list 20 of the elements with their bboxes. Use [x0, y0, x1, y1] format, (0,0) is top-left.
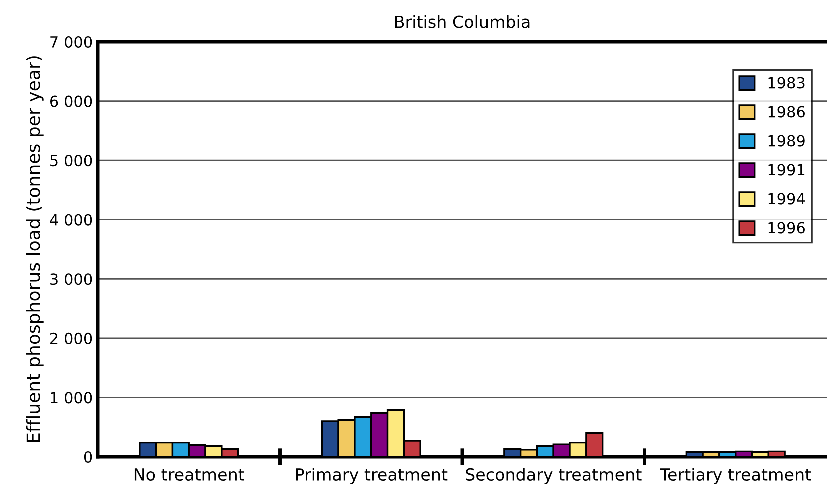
y-tick-label: 4 000	[50, 214, 92, 226]
x-tick-label: Primary treatment	[296, 468, 448, 484]
y-tick-label: 1 000	[51, 392, 92, 404]
y-tick-label: 6 000	[50, 96, 92, 108]
y-axis-title: Effluent phosphorus load (tonnes per year)	[26, 56, 44, 442]
x-tick-label: Tertiary treatment	[660, 468, 812, 484]
y-tick-label: 0	[84, 451, 92, 464]
y-tick-label: 7 000	[50, 36, 92, 48]
y-tick-label: 3 000	[50, 274, 92, 286]
legend-label: 1994	[768, 193, 806, 205]
y-tick-label: 5 000	[50, 155, 92, 167]
y-tick-label: 2 000	[50, 332, 92, 344]
legend-label: 1996	[768, 222, 805, 234]
legend-label: 1989	[768, 135, 805, 147]
legend-label: 1991	[768, 164, 805, 176]
legend-label: 1986	[768, 106, 805, 118]
x-tick-label: Secondary treatment	[466, 468, 642, 484]
legend-label: 1983	[768, 77, 805, 89]
x-tick-label: No treatment	[134, 468, 245, 482]
chart-title: British Columbia	[395, 15, 530, 28]
